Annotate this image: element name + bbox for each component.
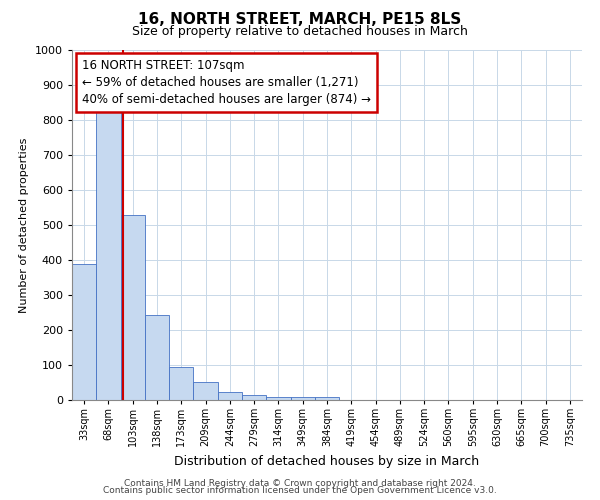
Bar — [96, 112, 121, 400]
Bar — [169, 367, 193, 400]
Bar — [242, 395, 266, 400]
Text: Contains public sector information licensed under the Open Government Licence v3: Contains public sector information licen… — [103, 486, 497, 495]
Text: 16 NORTH STREET: 107sqm
← 59% of detached houses are smaller (1,271)
40% of semi: 16 NORTH STREET: 107sqm ← 59% of detache… — [82, 59, 371, 106]
Y-axis label: Number of detached properties: Number of detached properties — [19, 138, 29, 312]
Bar — [72, 264, 96, 400]
Bar — [193, 382, 218, 400]
Bar — [121, 214, 145, 400]
Bar — [290, 397, 315, 400]
Bar — [266, 396, 290, 400]
X-axis label: Distribution of detached houses by size in March: Distribution of detached houses by size … — [175, 454, 479, 468]
Text: 16, NORTH STREET, MARCH, PE15 8LS: 16, NORTH STREET, MARCH, PE15 8LS — [139, 12, 461, 28]
Bar — [218, 392, 242, 400]
Text: Size of property relative to detached houses in March: Size of property relative to detached ho… — [132, 25, 468, 38]
Text: Contains HM Land Registry data © Crown copyright and database right 2024.: Contains HM Land Registry data © Crown c… — [124, 478, 476, 488]
Bar — [315, 397, 339, 400]
Bar — [145, 316, 169, 400]
